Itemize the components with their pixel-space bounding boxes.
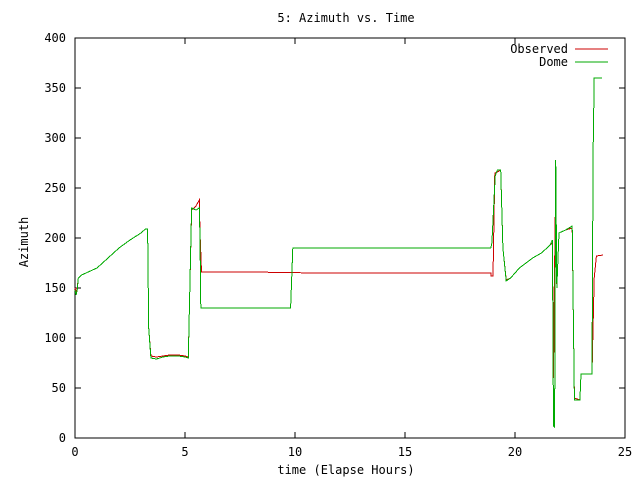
x-tick-label: 10	[288, 445, 302, 459]
y-tick-label: 300	[44, 131, 66, 145]
y-tick-label: 250	[44, 181, 66, 195]
plot-frame	[74, 37, 626, 439]
y-tick-label: 350	[44, 81, 66, 95]
y-tick-label: 150	[44, 281, 66, 295]
series-layer	[74, 77, 604, 429]
x-axis-label: time (Elapse Hours)	[277, 463, 414, 477]
x-tick-label: 5	[181, 445, 188, 459]
y-tick-label: 400	[44, 31, 66, 45]
y-tick-label: 50	[52, 381, 66, 395]
y-tick-label: 0	[59, 431, 66, 445]
legend-label: Dome	[539, 55, 568, 69]
y-axis-label: Azimuth	[17, 217, 31, 268]
y-tick-label: 200	[44, 231, 66, 245]
x-tick-label: 0	[71, 445, 78, 459]
x-tick-label: 15	[398, 445, 412, 459]
series-line-observed	[74, 169, 604, 401]
series-line-dome	[74, 77, 602, 429]
legend-label: Observed	[510, 42, 568, 56]
x-tick-label: 20	[508, 445, 522, 459]
y-tick-label: 100	[44, 331, 66, 345]
chart-title: 5: Azimuth vs. Time	[277, 11, 414, 25]
x-tick-label: 25	[618, 445, 632, 459]
